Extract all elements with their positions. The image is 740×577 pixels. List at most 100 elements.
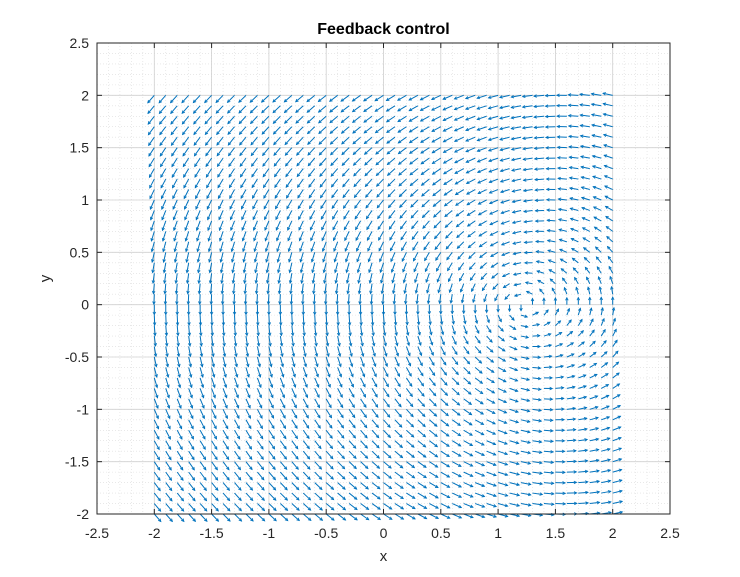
- field-arrowhead: [458, 515, 463, 519]
- field-arrowhead: [346, 301, 351, 306]
- field-arrowhead: [473, 310, 477, 314]
- field-arrowhead: [376, 444, 380, 449]
- field-arrowhead: [235, 394, 239, 399]
- field-arrow: [463, 346, 470, 355]
- x-tick-label: -2.5: [85, 525, 109, 541]
- field-arrowhead: [445, 235, 449, 239]
- field-arrow: [353, 168, 361, 177]
- field-arrow: [543, 344, 552, 348]
- field-arrow: [348, 346, 353, 357]
- field-arrowhead: [421, 214, 426, 219]
- y-tick-label: -1.5: [65, 454, 89, 470]
- field-arrow: [392, 283, 396, 294]
- field-arrow: [291, 471, 299, 480]
- field-arrow: [580, 135, 590, 138]
- field-arrowhead: [439, 321, 444, 326]
- field-arrow: [150, 231, 155, 242]
- field-arrow: [314, 503, 323, 511]
- field-arrowhead: [257, 363, 262, 368]
- field-arrowhead: [147, 99, 151, 104]
- field-arrow: [591, 103, 602, 107]
- field-arrowhead: [175, 322, 180, 327]
- field-arrowhead: [544, 125, 549, 129]
- field-arrow: [245, 409, 251, 419]
- field-arrow: [420, 157, 430, 165]
- field-arrow: [321, 231, 327, 241]
- field-arrow: [314, 325, 317, 336]
- field-arrow: [279, 294, 281, 305]
- x-tick-label: 0.5: [431, 525, 451, 541]
- field-arrow: [555, 365, 564, 368]
- field-arrowhead: [265, 269, 270, 274]
- field-arrowhead: [535, 239, 539, 244]
- field-arrowhead: [566, 307, 571, 312]
- field-arrow: [568, 135, 579, 138]
- field-arrowhead: [465, 138, 469, 142]
- field-arrow: [314, 482, 323, 490]
- field-arrowhead: [362, 394, 367, 398]
- field-arrow: [314, 429, 322, 439]
- field-arrow: [216, 136, 224, 146]
- x-axis-ticks: -2.5 -2 -1.5 -1 -0.5 0 0.5 1 1.5 2 2.5: [85, 43, 680, 541]
- field-arrowhead: [258, 394, 262, 399]
- field-arrow: [477, 126, 487, 131]
- field-arrow: [523, 168, 533, 171]
- field-arrowhead: [224, 415, 228, 420]
- field-arrowhead: [173, 237, 177, 242]
- field-arrowhead: [150, 248, 155, 253]
- field-arrowhead: [160, 195, 165, 200]
- field-arrowhead: [442, 351, 446, 356]
- field-arrow: [175, 283, 178, 294]
- field-arrow: [387, 189, 396, 198]
- field-arrow: [204, 115, 212, 125]
- field-arrowhead: [501, 273, 506, 278]
- field-arrowhead: [329, 455, 334, 460]
- field-arrow: [199, 409, 205, 419]
- field-arrow: [460, 283, 465, 293]
- field-arrow: [252, 210, 258, 220]
- field-arrowhead: [581, 206, 585, 211]
- field-arrowhead: [307, 507, 312, 511]
- field-arrow: [331, 189, 339, 198]
- field-arrowhead: [213, 415, 217, 420]
- field-arrow: [601, 405, 610, 410]
- field-arrow: [524, 220, 533, 223]
- field-arrowhead: [380, 279, 384, 284]
- field-arrow: [600, 373, 609, 379]
- field-arrow: [405, 367, 412, 377]
- field-arrow: [612, 350, 619, 358]
- field-arrowhead: [465, 127, 469, 132]
- field-arrow: [463, 408, 472, 416]
- field-arrow: [532, 450, 542, 454]
- field-arrowhead: [389, 236, 393, 241]
- field-arrowhead: [261, 507, 266, 512]
- field-arrowhead: [249, 120, 254, 125]
- field-arrow: [532, 429, 542, 433]
- field-arrowhead: [498, 126, 503, 131]
- field-arrowhead: [458, 463, 462, 467]
- field-arrowhead: [591, 123, 595, 128]
- field-arrow: [601, 480, 611, 484]
- field-arrowhead: [224, 394, 228, 399]
- field-arrow: [440, 429, 450, 437]
- field-arrowhead: [259, 435, 264, 440]
- field-arrowhead: [469, 473, 474, 477]
- field-arrow: [280, 513, 289, 522]
- field-arrow: [366, 220, 373, 230]
- field-arrowhead: [161, 206, 165, 210]
- field-arrow: [217, 168, 224, 178]
- field-arrowhead: [618, 436, 622, 441]
- field-arrowhead: [318, 151, 323, 156]
- field-arrowhead: [293, 404, 297, 409]
- field-arrow: [431, 147, 442, 154]
- field-arrow: [589, 384, 598, 389]
- field-arrow: [597, 276, 602, 284]
- field-arrowhead: [403, 290, 407, 295]
- field-arrow: [520, 377, 530, 381]
- field-arrowhead: [364, 172, 369, 177]
- field-arrow: [299, 231, 304, 241]
- field-arrow: [360, 377, 366, 388]
- field-arrowhead: [399, 434, 403, 438]
- field-arrowhead: [514, 399, 519, 403]
- field-arrow: [348, 356, 353, 367]
